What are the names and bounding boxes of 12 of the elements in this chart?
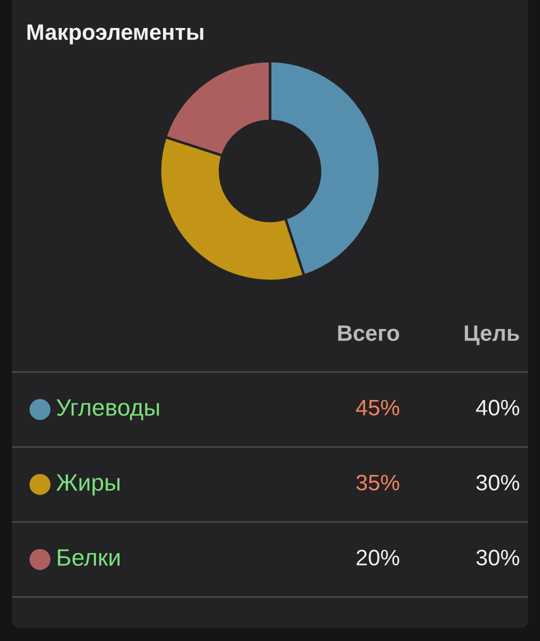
legend-label: Белки — [58, 549, 120, 566]
legend-label: Жиры — [56, 474, 120, 496]
chart-title: Макроэлементы — [27, 24, 204, 44]
data-label: 30% — [476, 550, 520, 566]
text: Цель — [464, 325, 520, 346]
legend-label: Углеводы — [56, 399, 159, 420]
data-label: 40% — [476, 400, 520, 416]
data-label: 30% — [476, 474, 520, 490]
data-label: 45% — [356, 400, 400, 416]
data-label: 35% — [356, 474, 400, 490]
data-label: 20% — [356, 550, 400, 566]
text: Всего — [338, 325, 400, 341]
